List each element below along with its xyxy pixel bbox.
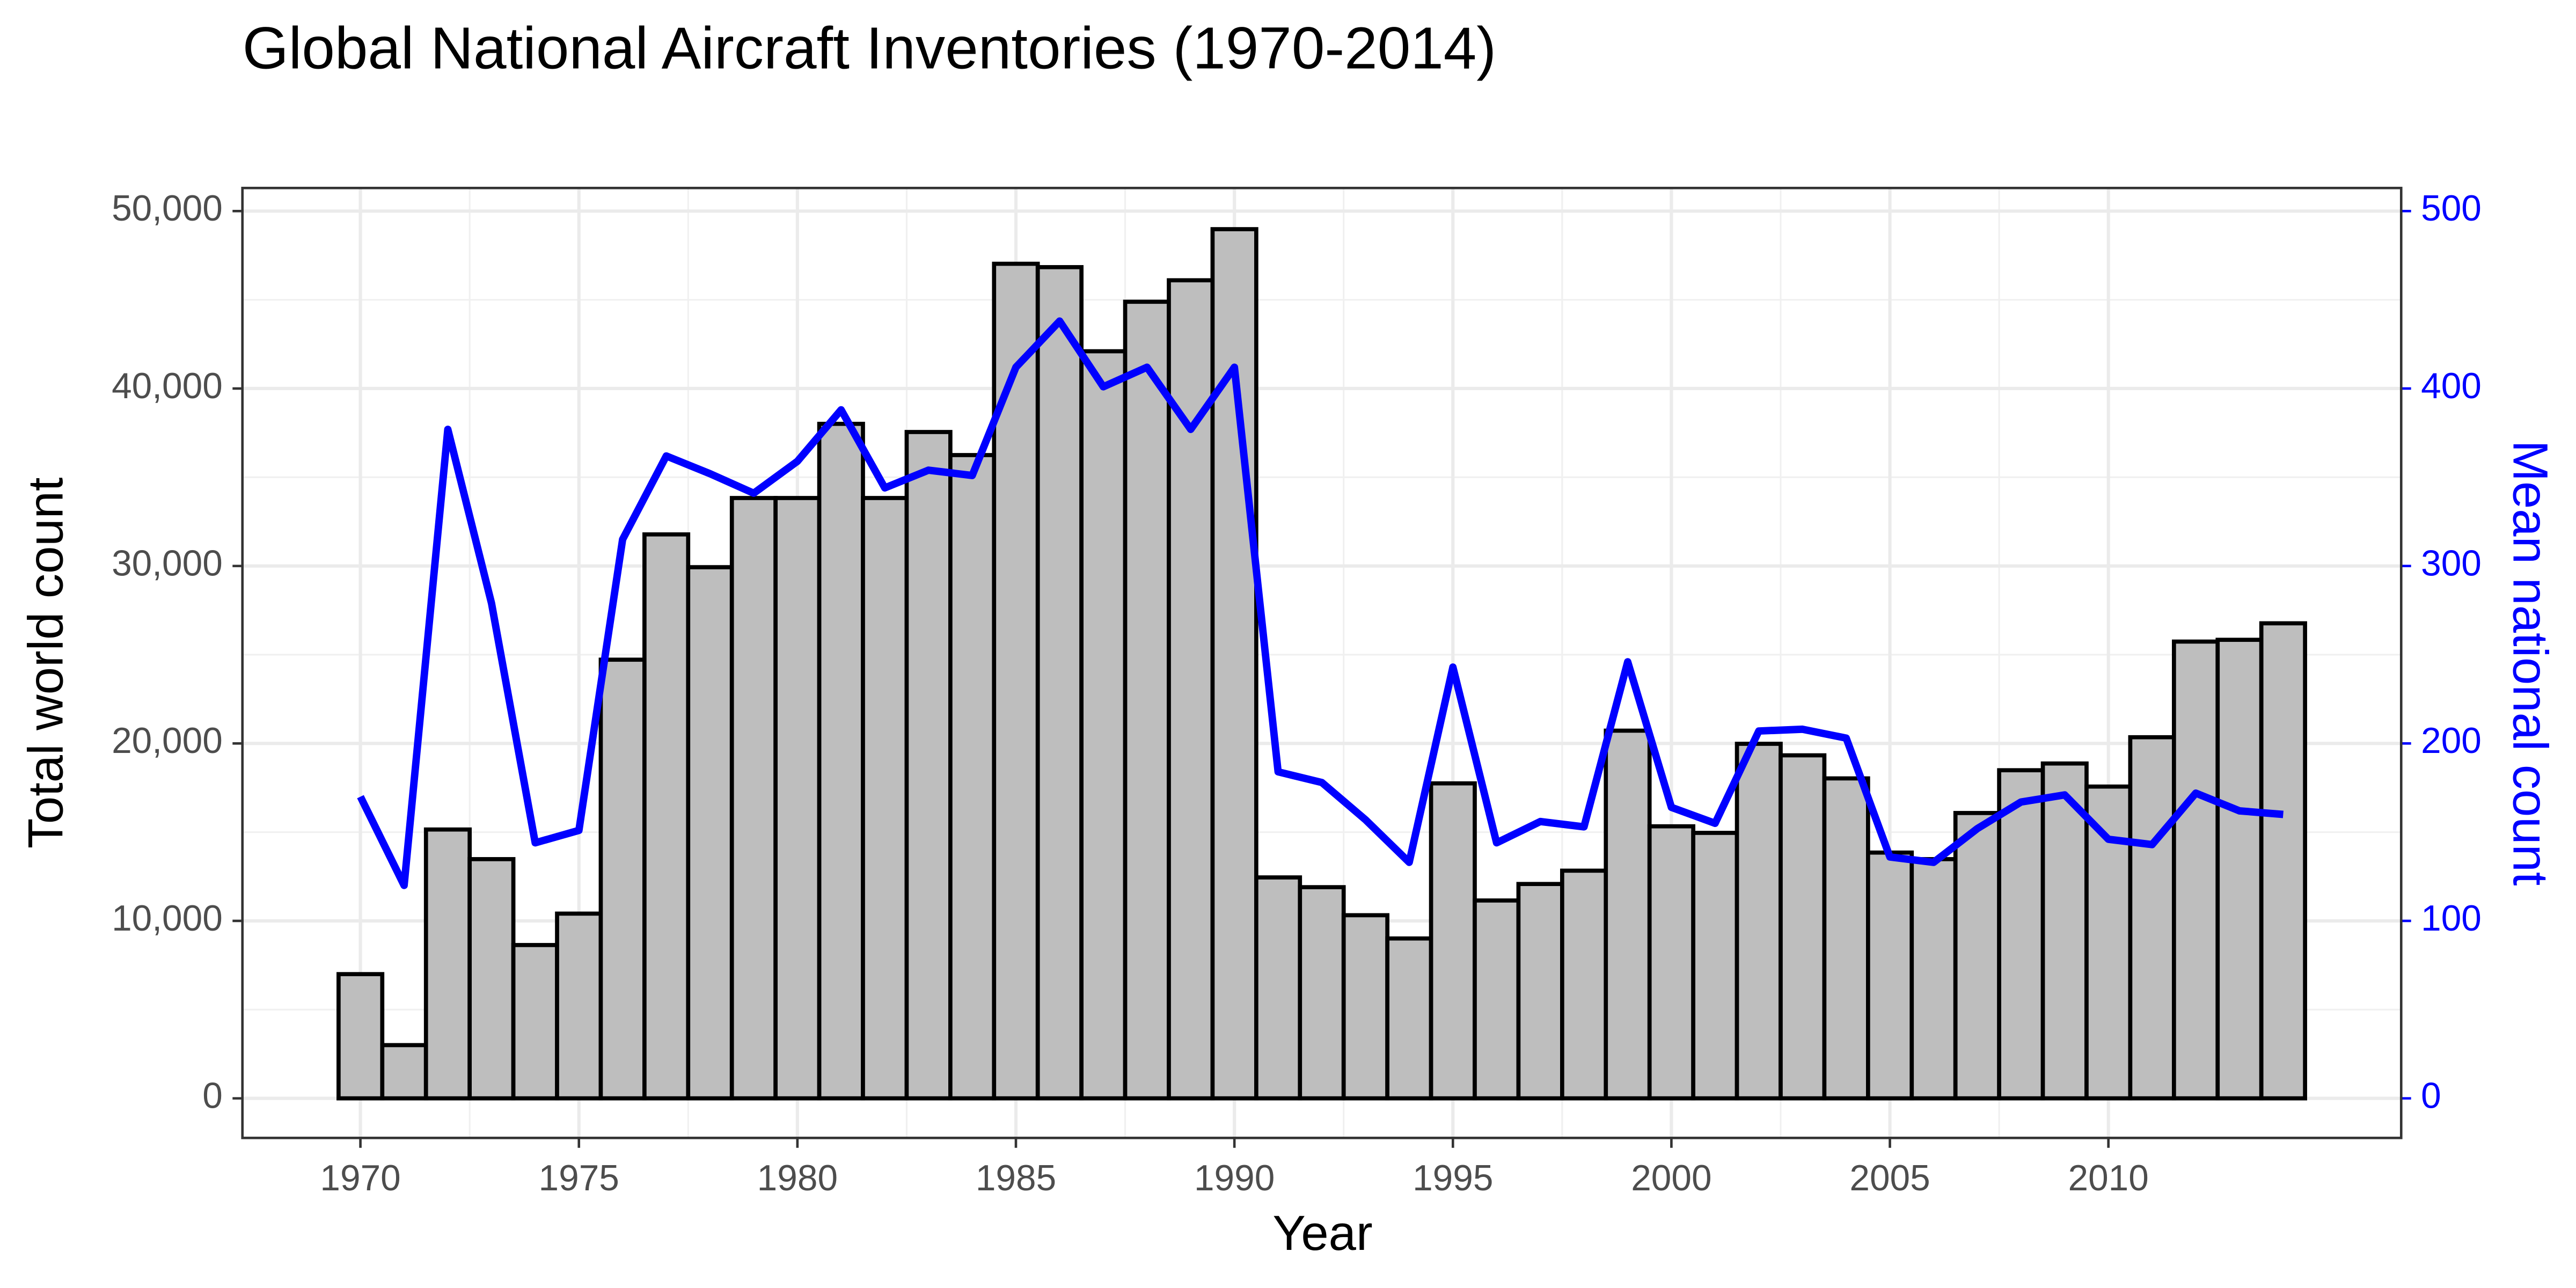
bar (1385, 936, 1433, 1101)
y2-axis-label: Mean national count (2502, 440, 2558, 885)
bar (1822, 776, 1870, 1101)
bar (904, 430, 953, 1101)
bar (1210, 227, 1258, 1101)
bar (423, 827, 472, 1101)
bar (1691, 831, 1739, 1101)
bar (2215, 638, 2264, 1101)
bar (336, 972, 385, 1101)
bar (1123, 299, 1171, 1101)
bar (1473, 898, 1521, 1101)
x-tick-label: 1995 (1413, 1158, 1493, 1198)
y-tick-label: 20,000 (112, 721, 223, 761)
bar (1516, 882, 1564, 1101)
bar (555, 911, 603, 1101)
bar (1341, 913, 1389, 1101)
bar (1035, 265, 1084, 1101)
y-tick-label: 50,000 (112, 188, 223, 229)
x-tick-label: 1985 (976, 1158, 1056, 1198)
bar (1429, 781, 1477, 1101)
x-axis-label: Year (1272, 1205, 1372, 1261)
y-tick-label: 10,000 (112, 898, 223, 939)
bar (1079, 349, 1128, 1101)
bar (773, 496, 822, 1101)
y2-tick-label: 100 (2421, 898, 2482, 939)
x-tick-label: 1990 (1194, 1158, 1275, 1198)
y2-tick-label: 200 (2421, 721, 2482, 761)
bar (2084, 784, 2133, 1101)
line (357, 317, 2284, 889)
y-tick-label: 0 (202, 1075, 223, 1116)
x-tick-label: 1980 (757, 1158, 838, 1198)
bar (380, 1043, 428, 1101)
bar (992, 261, 1040, 1101)
bar (1298, 885, 1346, 1101)
bar (1997, 768, 2045, 1101)
bar (642, 532, 691, 1101)
bar (1604, 728, 1652, 1101)
y2-tick-label: 500 (2421, 188, 2482, 229)
bar (2259, 621, 2307, 1101)
x-tick-label: 2005 (1849, 1158, 1930, 1198)
bar (1647, 824, 1695, 1101)
y2-tick-label: 300 (2421, 543, 2482, 583)
bar (729, 496, 778, 1101)
y-tick-label: 30,000 (112, 543, 223, 583)
chart-title: Global National Aircraft Inventories (19… (243, 16, 1496, 82)
bar (1953, 811, 2001, 1101)
bar (1560, 868, 1608, 1101)
y2-tick-label: 0 (2421, 1075, 2441, 1116)
bar (1909, 857, 1958, 1101)
y2-tick-label: 400 (2421, 366, 2482, 406)
plot-border (241, 187, 2403, 1139)
bar (467, 857, 516, 1101)
bar (1735, 742, 1783, 1101)
x-tick-label: 2000 (1631, 1158, 1711, 1198)
bar (1866, 850, 1914, 1101)
bar (1167, 278, 1215, 1101)
bar (1779, 753, 1827, 1101)
bar (817, 421, 865, 1101)
x-tick-label: 2010 (2068, 1158, 2149, 1198)
bar (511, 943, 559, 1101)
y-tick-label: 40,000 (112, 366, 223, 406)
bar (598, 657, 647, 1101)
x-tick-label: 1975 (539, 1158, 619, 1198)
x-tick-label: 1970 (320, 1158, 400, 1198)
bar (861, 496, 909, 1101)
bar (2128, 735, 2176, 1101)
bar (686, 565, 734, 1101)
bar (2171, 639, 2220, 1101)
bar (948, 453, 997, 1101)
bar (1254, 875, 1302, 1101)
y-axis-label: Total world count (18, 478, 74, 849)
